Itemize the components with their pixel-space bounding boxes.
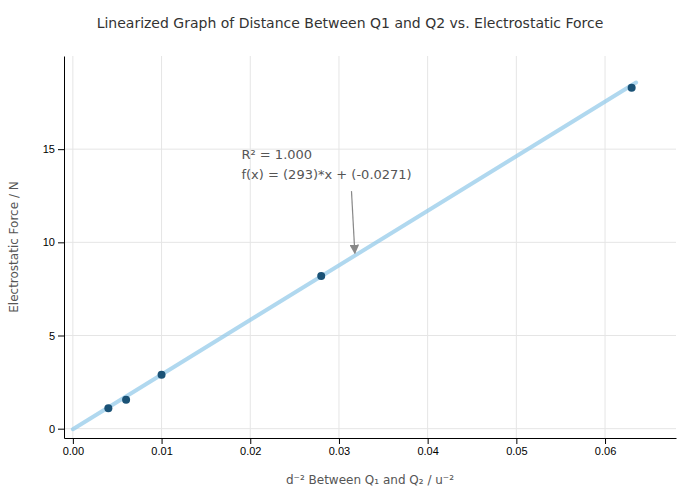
x-axis: 0.00 0.01 0.02 0.03 0.04 0.05 0.06	[63, 438, 677, 457]
annotation-text: R² = 1.000	[241, 147, 312, 162]
x-grid-line	[72, 56, 73, 438]
y-grid-line	[64, 335, 676, 336]
x-tick: 0.03	[329, 438, 350, 457]
grid	[64, 56, 676, 438]
x-axis-label: d⁻² Between Q₁ and Q₂ / u⁻²	[286, 473, 454, 487]
x-tick-mark	[250, 438, 251, 444]
x-tick-label: 0.06	[595, 445, 616, 457]
y-tick-label: 15	[43, 143, 55, 155]
scatter-point	[628, 84, 636, 92]
y-axis-label: Electrostatic Force / N	[7, 181, 21, 313]
scatter-point	[317, 272, 325, 280]
y-grid-line	[64, 149, 676, 150]
x-tick-mark	[339, 438, 340, 444]
x-tick-label: 0.04	[417, 445, 438, 457]
x-tick-label: 0.03	[329, 445, 350, 457]
y-tick-mark	[58, 242, 64, 243]
y-tick-mark	[58, 149, 64, 150]
x-grid-line	[605, 56, 606, 438]
x-tick: 0.00	[63, 438, 84, 457]
trend-line	[73, 82, 636, 429]
x-grid-line	[338, 56, 339, 438]
x-grid-line	[161, 56, 162, 438]
x-tick-mark	[73, 438, 74, 444]
scatter-point	[122, 396, 130, 404]
x-tick-label: 0.05	[506, 445, 527, 457]
x-tick-mark	[162, 438, 163, 444]
y-tick-label: 10	[43, 236, 55, 248]
plot-area: 0.00 0.01 0.02 0.03 0.04 0.05 0.06 0 5 10 15 R² = 1…	[43, 56, 677, 457]
x-grid-line	[250, 56, 251, 438]
x-tick-label: 0.00	[63, 445, 84, 457]
y-axis-line	[64, 57, 65, 439]
x-grid-line	[427, 56, 428, 438]
y-tick: 15	[43, 143, 64, 155]
x-tick: 0.05	[506, 438, 527, 457]
x-tick-label: 0.01	[151, 445, 172, 457]
chart-svg: 0.00 0.01 0.02 0.03 0.04 0.05 0.06 0 5 10 15 R² = 1…	[0, 0, 700, 500]
x-tick: 0.04	[417, 438, 438, 457]
y-tick: 0	[49, 423, 64, 435]
annotation-text: f(x) = (293)*x + (-0.0271)	[241, 167, 411, 182]
y-tick: 5	[49, 330, 64, 342]
y-axis: 0 5 10 15	[43, 57, 65, 439]
x-tick: 0.06	[595, 438, 616, 457]
data-layer	[73, 82, 636, 429]
y-tick-mark	[58, 429, 64, 430]
y-tick-label: 0	[49, 423, 55, 435]
y-tick-mark	[58, 336, 64, 337]
scatter-point	[158, 371, 166, 379]
x-tick: 0.01	[151, 438, 172, 457]
x-axis-line	[65, 438, 677, 439]
x-grid-line	[516, 56, 517, 438]
chart-title: Linearized Graph of Distance Between Q1 …	[97, 15, 604, 31]
x-tick-mark	[516, 438, 517, 444]
y-tick: 10	[43, 236, 64, 248]
x-tick-mark	[428, 438, 429, 444]
x-tick: 0.02	[240, 438, 261, 457]
scatter-point	[104, 404, 112, 412]
y-grid-line	[64, 428, 676, 429]
annotation-arrow	[351, 191, 354, 253]
y-grid-line	[64, 242, 676, 243]
x-tick-label: 0.02	[240, 445, 261, 457]
annotation: R² = 1.000 f(x) = (293)*x + (-0.0271)	[241, 147, 411, 253]
y-tick-label: 5	[49, 330, 55, 342]
x-tick-mark	[605, 438, 606, 444]
